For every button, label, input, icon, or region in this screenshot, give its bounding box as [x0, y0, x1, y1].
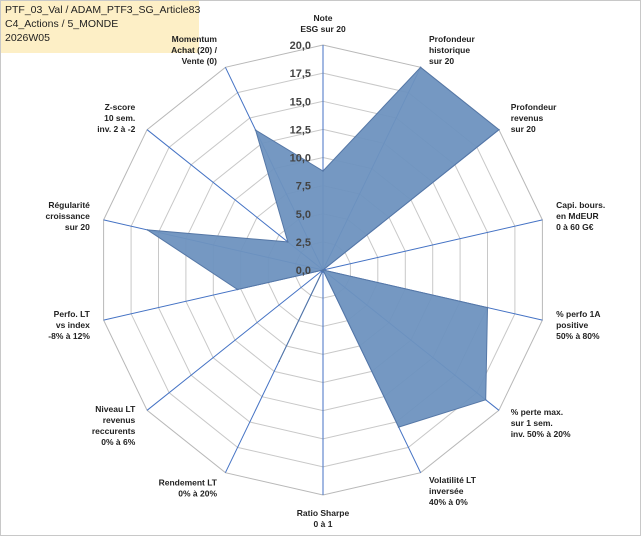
- axis-label: Note ESG sur 20: [300, 13, 346, 34]
- axis-label-line: 10 sem.: [104, 113, 135, 123]
- axis-label: Niveau LT revenus reccurents 0% à 6%: [92, 404, 136, 447]
- axis-spoke: [146, 269, 324, 411]
- header-week: 2026W05: [5, 32, 50, 44]
- data-point: [498, 128, 500, 131]
- data-point: [484, 399, 487, 401]
- tick-label: 17,5: [290, 68, 311, 80]
- header-portfolio-name: PTF_03_Val / ADAM_PTF3_SG_Article83: [5, 4, 201, 16]
- axis-label-line: sur 20: [429, 56, 454, 66]
- axis-label: Perfo. LT vs index -8% à 12%: [48, 309, 90, 341]
- data-point: [287, 241, 289, 243]
- tick-label: 2,5: [296, 237, 311, 249]
- axis-label: Capi. bours. en MdEUR 0 à 60 G€: [556, 200, 605, 232]
- axis-label-line: Volatilité LT: [429, 475, 477, 485]
- axis-label-line: 0 à 60 G€: [556, 222, 594, 232]
- tick-label: 0,0: [296, 265, 311, 277]
- axis-label-line: Profondeur: [511, 102, 557, 112]
- axis-label-line: sur 20: [65, 222, 90, 232]
- axis-label-line: sur 1 sem.: [511, 418, 553, 428]
- tick-label: 5,0: [296, 209, 311, 221]
- axis-label: Rendement LT 0% à 20%: [159, 478, 218, 499]
- axis-label-line: historique: [429, 45, 470, 55]
- axis-label-line: inv. 2 à -2: [97, 124, 135, 134]
- header-asset-class: C4_Actions / 5_MONDE: [5, 18, 119, 30]
- data-point: [254, 129, 257, 131]
- axis-label-line: 0 à 1: [314, 519, 333, 529]
- axis-label-line: revenus: [103, 415, 136, 425]
- axis-spoke: [322, 219, 543, 271]
- axis-label: Profondeur revenus sur 20: [511, 102, 557, 134]
- axis-label: % perfo 1A positive 50% à 80%: [556, 309, 600, 341]
- axis-label-line: Rendement LT: [159, 478, 218, 488]
- axis-label-line: % perte max.: [511, 407, 563, 417]
- axis-label-line: revenus: [511, 113, 544, 123]
- portfolio-header: PTF_03_Val / ADAM_PTF3_SG_Article83 C4_A…: [1, 1, 201, 53]
- axis-label-line: 50% à 80%: [556, 331, 600, 341]
- axis-label-line: Niveau LT: [95, 404, 136, 414]
- data-point: [397, 426, 400, 428]
- tick-label: 7,5: [296, 181, 311, 193]
- axis-label: Momentum Achat (20) / Vente (0): [171, 34, 217, 66]
- axis-label-line: Perfo. LT: [54, 309, 91, 319]
- axis-label-line: Achat (20) /: [171, 45, 217, 55]
- data-point: [278, 360, 280, 363]
- axis-label-line: Régularité: [48, 200, 90, 210]
- axis-label: Z-score 10 sem. inv. 2 à -2: [97, 102, 135, 134]
- axis-label: Profondeur historique sur 20: [429, 34, 475, 66]
- axis-label-line: 0% à 6%: [101, 437, 135, 447]
- axis-label: Régularité croissance sur 20: [45, 200, 90, 232]
- axis-label-line: Profondeur: [429, 34, 475, 44]
- axis-label-line: inv. 50% à 20%: [511, 429, 571, 439]
- axis-label-line: en MdEUR: [556, 211, 599, 221]
- axis-label: % perte max. sur 1 sem. inv. 50% à 20%: [511, 407, 571, 439]
- axis-label-line: -8% à 12%: [48, 331, 90, 341]
- axis-label: Ratio Sharpe 0 à 1: [297, 508, 350, 529]
- axis-label-line: vs index: [56, 320, 90, 330]
- axis-label-line: inversée: [429, 486, 464, 496]
- axis-label-line: Ratio Sharpe: [297, 508, 350, 518]
- tick-label: 15,0: [290, 96, 311, 108]
- axis-label-line: Momentum: [172, 34, 218, 44]
- axis-label-line: ESG sur 20: [300, 24, 346, 34]
- axis-label-line: sur 20: [511, 124, 536, 134]
- data-point: [486, 306, 489, 309]
- data-point: [419, 66, 422, 69]
- tick-label: 12,5: [290, 124, 311, 136]
- data-point: [236, 288, 239, 291]
- axis-label-line: % perfo 1A: [556, 309, 600, 319]
- axis-label-line: Note: [314, 13, 333, 23]
- radar-series: [146, 66, 500, 428]
- axis-label-line: croissance: [45, 211, 90, 221]
- tick-label: 10,0: [290, 153, 311, 165]
- axis-label-line: Vente (0): [182, 56, 218, 66]
- data-point: [322, 170, 324, 172]
- axis-label-line: 40% à 0%: [429, 497, 468, 507]
- data-point: [146, 229, 149, 231]
- tick-label: 20,0: [290, 40, 311, 52]
- axis-label-line: positive: [556, 320, 588, 330]
- axis-label-line: Z-score: [105, 102, 136, 112]
- axis-label: Volatilité LT inversée 40% à 0%: [429, 475, 477, 507]
- axis-label-line: reccurents: [92, 426, 136, 436]
- axis-label-line: 0% à 20%: [178, 489, 217, 499]
- data-point: [322, 269, 324, 271]
- axis-label-line: Capi. bours.: [556, 200, 605, 210]
- radial-tick-labels: 0,0 2,5 5,0 7,5 10,0 12,5 15,0 17,5 20,0: [290, 40, 311, 277]
